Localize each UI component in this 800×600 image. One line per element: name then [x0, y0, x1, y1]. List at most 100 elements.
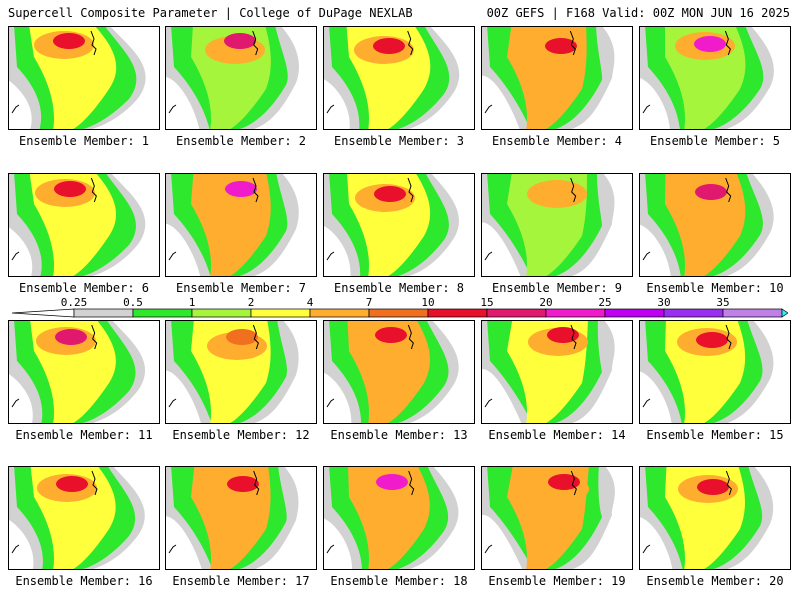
scp-map: [639, 466, 791, 570]
colorbar-segment: [545, 308, 606, 318]
colorbar-segment: [722, 308, 783, 318]
coastline: [168, 544, 177, 554]
colorbar-segment: [427, 308, 488, 318]
coastline: [252, 30, 259, 56]
colorbar-segment: [73, 308, 134, 318]
colorbar-tick-label: 0.25: [61, 296, 88, 309]
colorbar-tick-label: 15: [480, 296, 493, 309]
coastline: [725, 324, 732, 350]
coastline: [484, 544, 493, 554]
scp-map: [639, 173, 791, 277]
colorbar-segment: [250, 308, 311, 318]
coastline: [252, 177, 259, 203]
coastline: [642, 251, 651, 261]
ensemble-member-label: Ensemble Member: 12: [172, 428, 310, 442]
contour-core: [376, 474, 408, 490]
scp-map: [8, 173, 160, 277]
coastline: [11, 544, 20, 554]
colorbar-tick-label: 2: [248, 296, 255, 309]
colorbar-segment: [191, 308, 252, 318]
coastline: [570, 324, 577, 350]
colorbar-tick-label: 30: [657, 296, 670, 309]
ensemble-member-label: Ensemble Member: 10: [646, 281, 784, 295]
ensemble-member-label: Ensemble Member: 16: [15, 574, 153, 588]
ensemble-member-label: Ensemble Member: 5: [649, 134, 781, 148]
scp-map: [323, 466, 475, 570]
ensemble-member-label: Ensemble Member: 2: [175, 134, 307, 148]
coastline: [326, 251, 335, 261]
coastline: [168, 251, 177, 261]
scp-map: [481, 466, 633, 570]
coastline: [484, 398, 493, 408]
ensemble-member-label: Ensemble Member: 4: [491, 134, 623, 148]
colorbar-segment: [663, 308, 724, 318]
contour-core: [375, 327, 407, 343]
colorbar-tick-label: 7: [366, 296, 373, 309]
ensemble-member-label: Ensemble Member: 8: [333, 281, 465, 295]
scp-map: [639, 320, 791, 424]
contour-core: [54, 181, 86, 197]
colorbar-tick-label: 4: [307, 296, 314, 309]
coastline: [407, 177, 414, 203]
colorbar-tick-label: 25: [598, 296, 611, 309]
ensemble-member-label: Ensemble Member: 19: [488, 574, 626, 588]
page-title: Supercell Composite Parameter | College …: [8, 6, 413, 20]
contour-core: [547, 327, 579, 343]
coastline: [484, 251, 493, 261]
coastline: [168, 398, 177, 408]
scp-map: [639, 26, 791, 130]
colorbar-segment: [486, 308, 547, 318]
colorbar-segment: [309, 308, 370, 318]
contour-core: [373, 38, 405, 54]
contour-core: [224, 33, 256, 49]
coastline: [569, 30, 576, 56]
contour-core: [56, 476, 88, 492]
coastline: [725, 177, 732, 203]
coastline: [570, 470, 577, 496]
ensemble-member-label: Ensemble Member: 11: [15, 428, 153, 442]
ensemble-member-label: Ensemble Member: 17: [172, 574, 310, 588]
colorbar-tick-label: 35: [716, 296, 729, 309]
scp-map: [165, 466, 317, 570]
colorbar-segment: [604, 308, 665, 318]
colorbar-tick-label: 20: [539, 296, 552, 309]
scp-map: [165, 26, 317, 130]
coastline: [484, 104, 493, 114]
coastline: [91, 324, 98, 350]
coastline: [252, 324, 259, 350]
colorbar-segment: [368, 308, 429, 318]
coastline: [642, 398, 651, 408]
scp-map: [323, 26, 475, 130]
ensemble-member-label: Ensemble Member: 15: [646, 428, 784, 442]
coastline: [642, 544, 651, 554]
contour-core: [546, 186, 578, 202]
coastline: [326, 544, 335, 554]
scp-map: [323, 173, 475, 277]
contour-core: [695, 184, 727, 200]
contour-core: [226, 329, 258, 345]
colorbar-high-arrow: [781, 308, 788, 318]
contour-core: [696, 332, 728, 348]
scp-map: [8, 26, 160, 130]
coastline: [570, 177, 577, 203]
coastline: [90, 30, 97, 56]
coastline: [90, 177, 97, 203]
scp-map: [8, 320, 160, 424]
coastline: [253, 470, 260, 496]
ensemble-member-label: Ensemble Member: 7: [175, 281, 307, 295]
contour-core: [374, 186, 406, 202]
contour-core: [545, 38, 577, 54]
ensemble-member-label: Ensemble Member: 20: [646, 574, 784, 588]
coastline: [408, 470, 415, 496]
ensemble-member-label: Ensemble Member: 18: [330, 574, 468, 588]
coastline: [11, 251, 20, 261]
ensemble-member-label: Ensemble Member: 3: [333, 134, 465, 148]
contour-core: [55, 329, 87, 345]
contour-core: [225, 181, 257, 197]
scp-map: [481, 320, 633, 424]
scp-map: [8, 466, 160, 570]
scp-map: [165, 173, 317, 277]
contour-core: [548, 474, 580, 490]
ensemble-member-label: Ensemble Member: 6: [18, 281, 150, 295]
